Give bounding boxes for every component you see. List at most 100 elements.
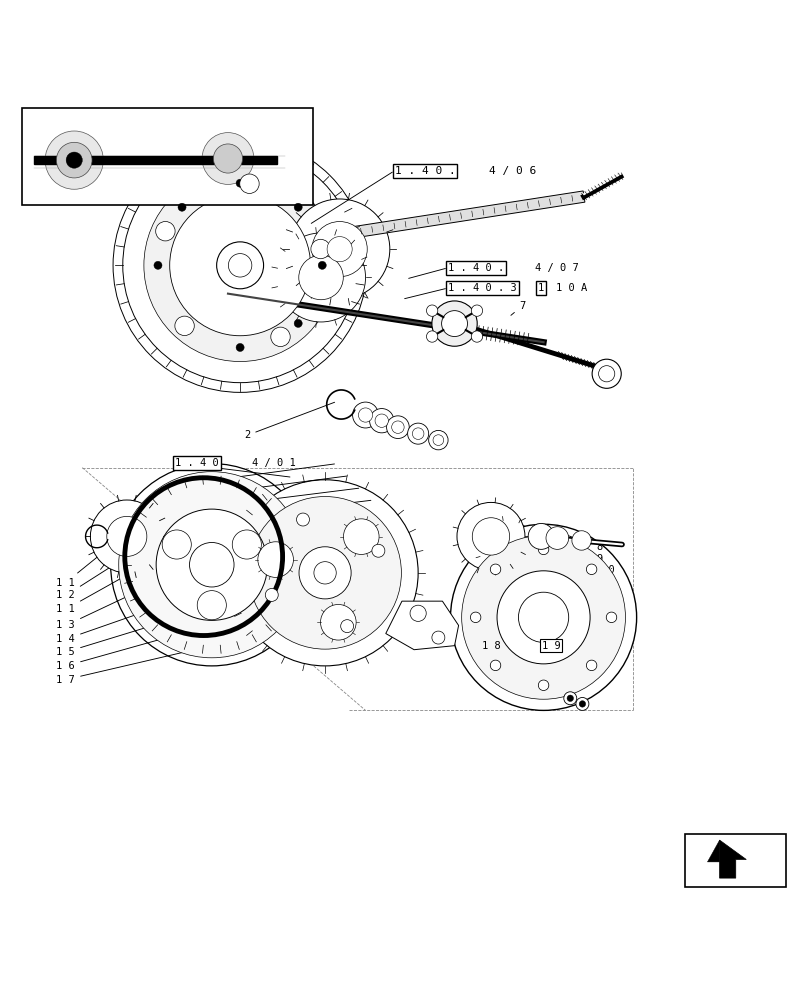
- Circle shape: [144, 169, 336, 362]
- Circle shape: [156, 222, 175, 241]
- Circle shape: [189, 542, 234, 587]
- Circle shape: [66, 152, 82, 168]
- Text: 2 1: 2 1: [544, 632, 569, 677]
- Text: 1 9: 1 9: [541, 641, 560, 651]
- Circle shape: [586, 660, 596, 671]
- Circle shape: [298, 255, 343, 300]
- Text: 1 9: 1 9: [544, 608, 569, 652]
- Circle shape: [311, 222, 367, 277]
- Circle shape: [265, 588, 278, 601]
- Circle shape: [538, 544, 548, 555]
- Circle shape: [591, 359, 620, 388]
- Text: 5: 5: [171, 488, 358, 516]
- Text: 1 0 A: 1 0 A: [555, 283, 586, 293]
- Circle shape: [566, 695, 573, 701]
- Circle shape: [154, 261, 162, 269]
- Circle shape: [470, 331, 482, 342]
- Circle shape: [327, 237, 352, 262]
- Circle shape: [586, 564, 596, 574]
- Circle shape: [586, 661, 596, 670]
- Text: 1 . 4 0: 1 . 4 0: [175, 458, 219, 468]
- Circle shape: [457, 502, 524, 570]
- Text: 8: 8: [542, 558, 602, 588]
- Text: 1 5: 1 5: [56, 618, 177, 657]
- Circle shape: [56, 142, 92, 178]
- Circle shape: [606, 612, 616, 623]
- Circle shape: [527, 523, 553, 549]
- Text: 9: 9: [546, 537, 602, 564]
- Circle shape: [239, 174, 259, 193]
- Text: 1 4: 1 4: [56, 606, 161, 644]
- Circle shape: [232, 530, 261, 559]
- Text: 3: 3: [171, 476, 346, 503]
- Circle shape: [294, 319, 302, 327]
- Circle shape: [213, 144, 242, 173]
- Circle shape: [122, 148, 357, 383]
- Circle shape: [470, 612, 480, 622]
- Circle shape: [202, 133, 254, 184]
- Text: 4: 4: [171, 464, 334, 490]
- Circle shape: [517, 592, 568, 642]
- Circle shape: [248, 497, 401, 649]
- Circle shape: [298, 547, 350, 599]
- Circle shape: [110, 464, 312, 666]
- Circle shape: [320, 604, 356, 640]
- Circle shape: [258, 542, 293, 577]
- Circle shape: [296, 513, 309, 526]
- Circle shape: [470, 305, 482, 316]
- Circle shape: [450, 524, 636, 710]
- Circle shape: [575, 697, 588, 710]
- Circle shape: [586, 564, 596, 575]
- Circle shape: [412, 428, 423, 439]
- Circle shape: [341, 620, 354, 633]
- Text: 6: 6: [171, 500, 371, 529]
- Circle shape: [371, 544, 384, 557]
- Circle shape: [236, 343, 244, 352]
- Circle shape: [174, 316, 194, 336]
- Circle shape: [563, 692, 576, 705]
- Circle shape: [311, 239, 330, 259]
- Text: 8: 8: [546, 528, 602, 552]
- Circle shape: [598, 366, 614, 382]
- Circle shape: [217, 242, 264, 289]
- Circle shape: [571, 531, 590, 550]
- Text: 1 0: 1 0: [546, 547, 614, 575]
- Circle shape: [428, 430, 448, 450]
- Circle shape: [107, 516, 147, 556]
- Circle shape: [294, 203, 302, 211]
- Circle shape: [113, 138, 367, 392]
- Circle shape: [358, 408, 372, 422]
- Circle shape: [470, 612, 480, 623]
- Circle shape: [343, 519, 379, 554]
- Text: 2 0: 2 0: [544, 620, 569, 664]
- Bar: [34, 156, 277, 164]
- Circle shape: [156, 509, 267, 620]
- Circle shape: [178, 319, 186, 327]
- Polygon shape: [348, 191, 584, 239]
- Circle shape: [490, 661, 500, 670]
- Circle shape: [375, 414, 388, 427]
- Text: 1: 1: [537, 283, 543, 293]
- Text: 1 2: 1 2: [56, 558, 124, 600]
- Circle shape: [410, 605, 426, 621]
- Text: 4 / 0 6: 4 / 0 6: [488, 166, 535, 176]
- Circle shape: [472, 518, 509, 555]
- Circle shape: [538, 545, 547, 554]
- Circle shape: [606, 612, 616, 622]
- Circle shape: [478, 520, 534, 577]
- Circle shape: [538, 680, 547, 690]
- Text: 4 / 0 1: 4 / 0 1: [252, 458, 296, 468]
- Text: 1 1: 1 1: [56, 574, 128, 614]
- Text: 2 2: 2 2: [544, 644, 569, 689]
- Circle shape: [538, 680, 548, 691]
- Polygon shape: [385, 601, 458, 650]
- Circle shape: [178, 203, 186, 211]
- Circle shape: [118, 472, 304, 658]
- Polygon shape: [706, 840, 719, 862]
- Circle shape: [289, 199, 389, 299]
- Text: 1 7: 1 7: [56, 646, 208, 685]
- Text: 1 1: 1 1: [56, 538, 121, 588]
- Text: 4 / 0 7: 4 / 0 7: [534, 263, 578, 273]
- Circle shape: [352, 402, 378, 428]
- Text: 7: 7: [510, 301, 525, 315]
